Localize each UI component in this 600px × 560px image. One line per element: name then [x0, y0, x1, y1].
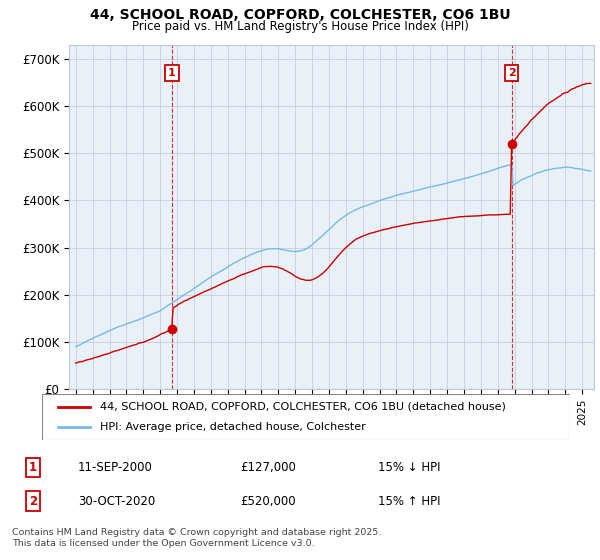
Text: £127,000: £127,000 [240, 461, 296, 474]
Text: 1: 1 [29, 461, 37, 474]
Text: 15% ↑ HPI: 15% ↑ HPI [378, 494, 440, 508]
Text: 1: 1 [168, 68, 176, 78]
Text: £520,000: £520,000 [240, 494, 296, 508]
FancyBboxPatch shape [42, 394, 570, 440]
Text: 44, SCHOOL ROAD, COPFORD, COLCHESTER, CO6 1BU: 44, SCHOOL ROAD, COPFORD, COLCHESTER, CO… [89, 8, 511, 22]
Text: 2: 2 [29, 494, 37, 508]
Text: 2: 2 [508, 68, 515, 78]
Text: 44, SCHOOL ROAD, COPFORD, COLCHESTER, CO6 1BU (detached house): 44, SCHOOL ROAD, COPFORD, COLCHESTER, CO… [100, 402, 506, 412]
Text: 15% ↓ HPI: 15% ↓ HPI [378, 461, 440, 474]
Text: Price paid vs. HM Land Registry's House Price Index (HPI): Price paid vs. HM Land Registry's House … [131, 20, 469, 32]
Text: Contains HM Land Registry data © Crown copyright and database right 2025.
This d: Contains HM Land Registry data © Crown c… [12, 528, 382, 548]
Text: 30-OCT-2020: 30-OCT-2020 [78, 494, 155, 508]
Text: 11-SEP-2000: 11-SEP-2000 [78, 461, 153, 474]
Text: HPI: Average price, detached house, Colchester: HPI: Average price, detached house, Colc… [100, 422, 366, 432]
